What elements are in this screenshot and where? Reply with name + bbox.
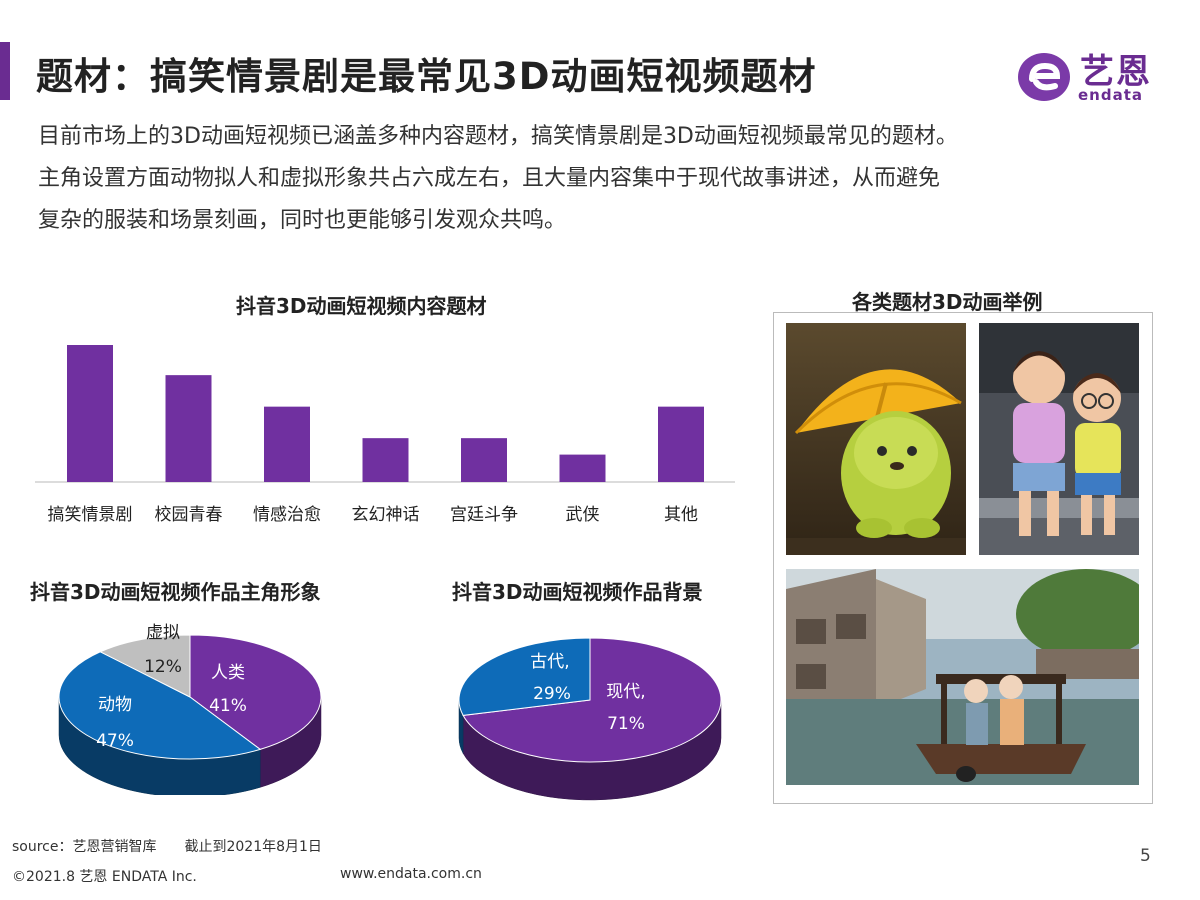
bar-category-label: 情感治愈 — [253, 505, 321, 525]
two-girls-bench-image — [979, 323, 1139, 555]
pie-label-name: 动物 — [98, 695, 132, 715]
bar-4 — [461, 438, 507, 482]
pie-label-name: 虚拟 — [146, 623, 180, 643]
pie-label-value: 41% — [209, 696, 247, 716]
intro-line-1: 目前市场上的3D动画短视频已涵盖多种内容题材，搞笑情景剧是3D动画短视频最常见的… — [38, 124, 958, 149]
content-theme-bar-chart: 搞笑情景剧 校园青春 情感治愈 玄幻神话 宫廷斗争 武侠 其他 — [35, 345, 735, 525]
pie-slice-现代, — [462, 637, 722, 763]
intro-line-3: 复杂的服装和场景刻画，同时也更能够引发观众共鸣。 — [38, 208, 567, 233]
pie-label-value: 47% — [96, 731, 134, 751]
bar-category-label: 搞笑情景剧 — [48, 505, 133, 525]
intro-paragraph: 目前市场上的3D动画短视频已涵盖多种内容题材，搞笑情景剧是3D动画短视频最常见的… — [38, 116, 1168, 242]
pie-label-value: 71% — [607, 714, 645, 734]
bar-category-label: 其他 — [664, 505, 698, 525]
pie-label-value: 29% — [533, 684, 571, 704]
bar-3 — [362, 438, 409, 482]
protagonist-pie-chart: 人类 41% 动物 47% 虚拟 12% — [58, 623, 322, 795]
background-pie-chart: 现代, 71% 古代, 29% — [458, 637, 722, 801]
pie-slice-动物 — [58, 651, 262, 760]
pie-background-title: 抖音3D动画短视频作品背景 — [452, 580, 703, 604]
pie-slice-虚拟 — [99, 634, 191, 698]
ancient-canal-boat-image — [786, 569, 1139, 785]
page-number: 5 — [1140, 846, 1151, 866]
bar-category-label: 玄幻神话 — [352, 505, 420, 525]
page-title: 题材：搞笑情景剧是最常见3D动画短视频题材 — [36, 55, 817, 98]
bar-category-label: 宫廷斗争 — [450, 505, 518, 525]
copyright: ©2021.8 艺恩 ENDATA Inc. — [12, 869, 197, 885]
website-link[interactable]: www.endata.com.cn — [340, 866, 482, 882]
bar-category-label: 校园青春 — [155, 505, 223, 525]
pie-label-value: 12% — [144, 657, 182, 677]
pie-slice-古代, — [458, 637, 591, 716]
examples-title: 各类题材3D动画举例 — [852, 290, 1043, 314]
examples-photo-frame — [773, 312, 1153, 804]
logo-english-name: endata — [1078, 86, 1144, 104]
title-accent-bar — [0, 42, 10, 100]
pie-label-name: 现代, — [606, 682, 645, 702]
bar-0 — [67, 345, 113, 482]
bar-chart-title: 抖音3D动画短视频内容题材 — [236, 294, 487, 318]
bar-6 — [658, 406, 704, 482]
yellow-creature-umbrella-image — [786, 323, 966, 555]
logo-chinese-name: 艺恩 — [1080, 52, 1152, 92]
pie-label-name: 古代, — [530, 652, 569, 672]
bar-category-label: 武侠 — [566, 505, 600, 525]
pie-protagonist-title: 抖音3D动画短视频作品主角形象 — [30, 580, 321, 604]
bar-1 — [165, 375, 212, 482]
endata-logo: 艺恩 endata — [1014, 46, 1164, 106]
logo-mark-icon — [1018, 53, 1070, 101]
source-note: source：艺恩营销智库 截止到2021年8月1日 — [12, 839, 322, 855]
bar-2 — [264, 406, 310, 482]
pie-label-name: 人类 — [211, 663, 245, 683]
pie-slice-人类 — [189, 634, 322, 750]
bar-5 — [559, 454, 606, 482]
intro-line-2: 主角设置方面动物拟人和虚拟形象共占六成左右，且大量内容集中于现代故事讲述，从而避… — [38, 166, 941, 191]
